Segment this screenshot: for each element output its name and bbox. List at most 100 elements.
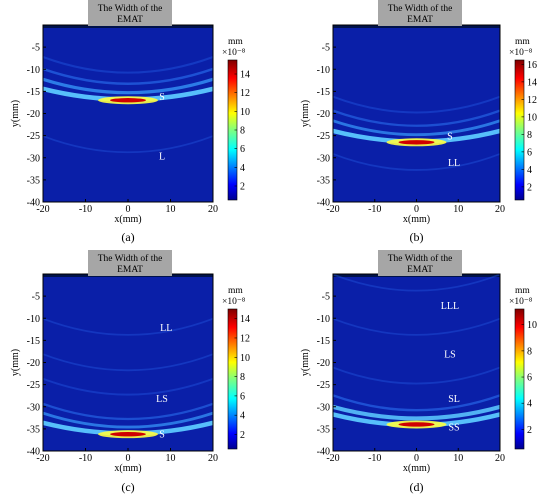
panel-label: (b) xyxy=(410,230,424,244)
colorbar-tick-label: 14 xyxy=(240,70,250,81)
x-axis-label: x(mm) xyxy=(114,214,141,225)
y-tick-label: -25 xyxy=(27,380,40,391)
x-tick-label: -20 xyxy=(36,453,49,464)
y-tick-label: -30 xyxy=(317,153,330,164)
colorbar-unit: mm xyxy=(228,37,243,47)
colorbar-tick-label: 8 xyxy=(527,346,532,357)
colorbar-tick-label: 2 xyxy=(240,430,245,441)
y-tick-label: -25 xyxy=(317,380,330,391)
wave-band xyxy=(43,317,213,336)
colorbar-tick-label: 4 xyxy=(527,165,532,176)
wave-band xyxy=(43,67,213,85)
colorbar xyxy=(227,308,238,450)
wave-annotation: S xyxy=(159,92,165,103)
wave-bands xyxy=(333,95,500,171)
wave-annotation: SL xyxy=(448,394,460,405)
panel-label: (a) xyxy=(121,230,134,244)
focus-peak xyxy=(110,431,146,437)
colorbar-tick-label: 4 xyxy=(240,411,245,422)
y-tick-label: -20 xyxy=(27,358,40,369)
colorbar-tick-label: 8 xyxy=(240,126,245,137)
wave-band xyxy=(43,402,213,421)
colorbar-tick-label: 6 xyxy=(240,391,245,402)
wave-annotation: L xyxy=(159,152,165,163)
y-tick-label: -35 xyxy=(317,175,330,186)
y-tick-label: -5 xyxy=(322,292,330,303)
x-tick-label: -10 xyxy=(79,453,92,464)
colorbar-tick-label: 10 xyxy=(527,112,537,123)
x-tick-label: 20 xyxy=(495,453,505,464)
x-tick-label: -20 xyxy=(36,204,49,215)
y-tick-label: -40 xyxy=(317,198,330,209)
colorbar-tick-label: 12 xyxy=(240,88,250,99)
y-tick-label: -35 xyxy=(27,175,40,186)
x-tick-label: 10 xyxy=(453,453,463,464)
wave-annotation: S xyxy=(159,429,165,440)
wave-band xyxy=(333,366,500,385)
y-tick-label: -10 xyxy=(27,65,40,76)
colorbar-tick-label: 14 xyxy=(240,314,250,325)
wave-annotation: SS xyxy=(449,423,460,434)
focus-peak xyxy=(398,140,435,145)
wave-band xyxy=(333,152,500,171)
y-tick-label: -40 xyxy=(27,447,40,458)
emat-banner-text: The Width of the xyxy=(388,253,453,264)
x-tick-label: 0 xyxy=(414,204,419,215)
x-axis-label: x(mm) xyxy=(403,214,430,225)
y-axis-label: y(mm) xyxy=(300,349,311,376)
x-tick-label: 10 xyxy=(166,453,176,464)
y-tick-label: -40 xyxy=(27,198,40,209)
colorbar-exponent: ×10⁻⁸ xyxy=(509,297,532,307)
surface-line xyxy=(43,25,213,28)
y-tick-label: -10 xyxy=(317,65,330,76)
emat-banner-text: EMAT xyxy=(407,265,433,275)
y-tick-label: -25 xyxy=(27,131,40,142)
wave-bands xyxy=(43,55,213,154)
colorbar-exponent: ×10⁻⁸ xyxy=(222,297,245,307)
wave-band xyxy=(333,119,500,137)
wave-band xyxy=(333,95,500,114)
colorbar-tick-label: 10 xyxy=(240,353,250,364)
wave-band xyxy=(43,77,213,95)
colorbar-unit: mm xyxy=(515,286,530,296)
wave-annotation: LL xyxy=(448,158,460,169)
emat-banner-box xyxy=(378,250,462,276)
y-tick-label: -35 xyxy=(27,424,40,435)
colorbar-tick-label: 8 xyxy=(240,372,245,383)
colorbar-tick-label: 6 xyxy=(527,147,532,158)
colorbar-tick-label: 4 xyxy=(240,163,245,174)
colorbar-tick-label: 12 xyxy=(240,333,250,344)
emat-banner-text: The Width of the xyxy=(388,3,453,14)
y-tick-label: -15 xyxy=(27,87,40,98)
panel-b: -20 -10 0 10 20 -5 -10 -15 -20 -25 -30 -35 -40 x(mm) y… xyxy=(300,0,537,244)
y-tick-label: -10 xyxy=(317,314,330,325)
colorbar-tick-label: 8 xyxy=(527,130,532,141)
heatmap-background xyxy=(43,25,213,202)
colorbar-tick-label: 12 xyxy=(527,95,537,106)
wave-band xyxy=(43,55,213,74)
focus-peak xyxy=(398,422,435,427)
y-tick-label: -20 xyxy=(317,109,330,120)
colorbar-tick-label: 10 xyxy=(240,107,250,118)
wave-band xyxy=(43,377,213,396)
colorbar-tick-label: 16 xyxy=(527,60,537,71)
wave-bands xyxy=(43,317,213,439)
colorbar-tick-label: 14 xyxy=(527,77,537,88)
y-tick-label: -5 xyxy=(32,43,40,54)
wave-annotation: LL xyxy=(160,323,172,334)
x-tick-label: 0 xyxy=(414,453,419,464)
y-tick-label: -20 xyxy=(317,358,330,369)
x-tick-label: -10 xyxy=(368,204,381,215)
wave-annotation: LS xyxy=(444,350,456,361)
colorbar xyxy=(514,59,525,201)
x-tick-label: -20 xyxy=(326,453,339,464)
emat-banner-box xyxy=(88,0,172,26)
wave-band xyxy=(43,135,213,154)
colorbar-unit: mm xyxy=(228,286,243,296)
panel-c: -20 -10 0 10 20 -5 -10 -15 -20 -25 -30 -35 -40 x(mm) y… xyxy=(10,250,250,494)
emat-banner-box xyxy=(378,0,462,26)
x-tick-label: 20 xyxy=(208,204,218,215)
y-tick-label: -30 xyxy=(27,402,40,413)
x-tick-label: 20 xyxy=(208,453,218,464)
